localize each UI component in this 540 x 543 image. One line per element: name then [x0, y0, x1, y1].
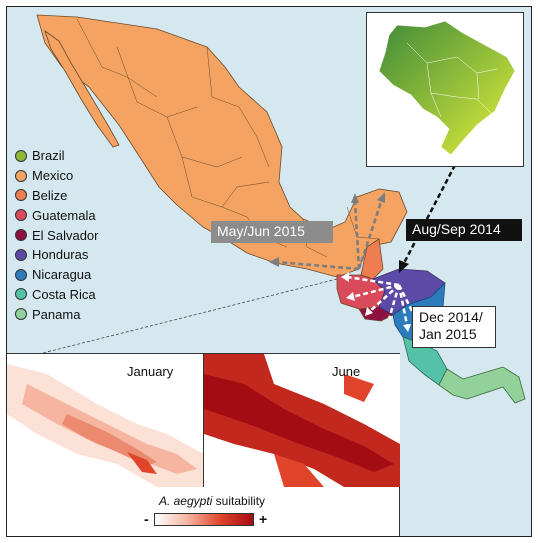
dec-jan-line2: Jan 2015 — [419, 326, 477, 342]
legend-label: Brazil — [32, 148, 65, 164]
june-panel-title: June — [332, 364, 361, 379]
legend-swatch — [15, 268, 27, 281]
brazil-state-borders — [406, 42, 498, 118]
belize-region — [360, 238, 384, 280]
january-suitability-map — [7, 354, 203, 487]
brazil-region — [378, 20, 516, 156]
route-may-jun-heads — [269, 192, 385, 267]
baja-california-region — [44, 29, 120, 148]
legend-item-belize: Belize — [15, 186, 125, 206]
legend-swatch — [15, 169, 27, 182]
legend-item-costa-rica: Costa Rica — [15, 285, 125, 305]
scale-label-rest: suitability — [215, 494, 266, 508]
legend-item-brazil: Brazil — [15, 146, 125, 166]
legend-swatch — [15, 248, 27, 261]
panama-region — [438, 366, 526, 404]
aug-sep-2014-label: Aug/Sep 2014 — [406, 219, 522, 241]
dec-jan-line1: Dec 2014/ — [419, 309, 483, 325]
legend-item-el-salvador: El Salvador — [15, 225, 125, 245]
route-dec-jan-arrows — [346, 275, 421, 326]
legend-swatch — [15, 209, 27, 222]
may-jun-2015-label: May/Jun 2015 — [211, 221, 333, 243]
route-may-jun-arrows — [276, 198, 384, 271]
legend-item-nicaragua: Nicaragua — [15, 265, 125, 285]
legend-item-guatemala: Guatemala — [15, 205, 125, 225]
legend-label: Honduras — [32, 247, 89, 263]
scale-min-label: - — [144, 511, 149, 527]
january-panel-title: January — [127, 364, 174, 379]
legend-item-honduras: Honduras — [15, 245, 125, 265]
route-dec-jan-heads — [341, 272, 423, 332]
dec-jan-label: Dec 2014/ Jan 2015 — [412, 306, 496, 348]
suitability-panel-january: January — [7, 354, 204, 487]
legend-label: Belize — [32, 187, 68, 203]
brazil-map — [378, 20, 516, 156]
legend-swatch — [15, 149, 27, 162]
suitability-color-scale — [154, 513, 254, 526]
central-america-map — [18, 14, 526, 404]
legend-item-mexico: Mexico — [15, 166, 125, 186]
legend-item-panama: Panama — [15, 304, 125, 324]
legend-label: Nicaragua — [32, 267, 92, 283]
legend-label: Guatemala — [32, 207, 96, 223]
suitability-panel-june: June — [204, 354, 400, 487]
legend-swatch — [15, 308, 27, 321]
scale-label: A. aegypti suitability — [142, 494, 282, 508]
scale-max-label: + — [259, 511, 268, 527]
legend-swatch — [15, 189, 27, 202]
june-suitability-map — [204, 354, 400, 487]
legend-swatch — [15, 288, 27, 301]
country-legend: Brazil Mexico Belize Guatemala El Salvador Ho… — [15, 146, 125, 324]
legend-label: Costa Rica — [32, 286, 96, 302]
map-frame: Brazil Mexico Belize Guatemala El Salvador Ho… — [6, 6, 532, 537]
route-aug-sep-head — [399, 260, 409, 273]
scale-label-italic: A. aegypti — [158, 494, 213, 508]
route-aug-sep-arrow — [401, 164, 457, 266]
legend-swatch — [15, 229, 27, 242]
legend-label: El Salvador — [32, 227, 99, 243]
legend-label: Panama — [32, 306, 81, 322]
legend-label: Mexico — [32, 168, 74, 184]
suitability-section: January June A. aegypti suitability - + — [7, 353, 400, 536]
mexico-region — [36, 14, 408, 278]
brazil-inset — [366, 12, 524, 167]
